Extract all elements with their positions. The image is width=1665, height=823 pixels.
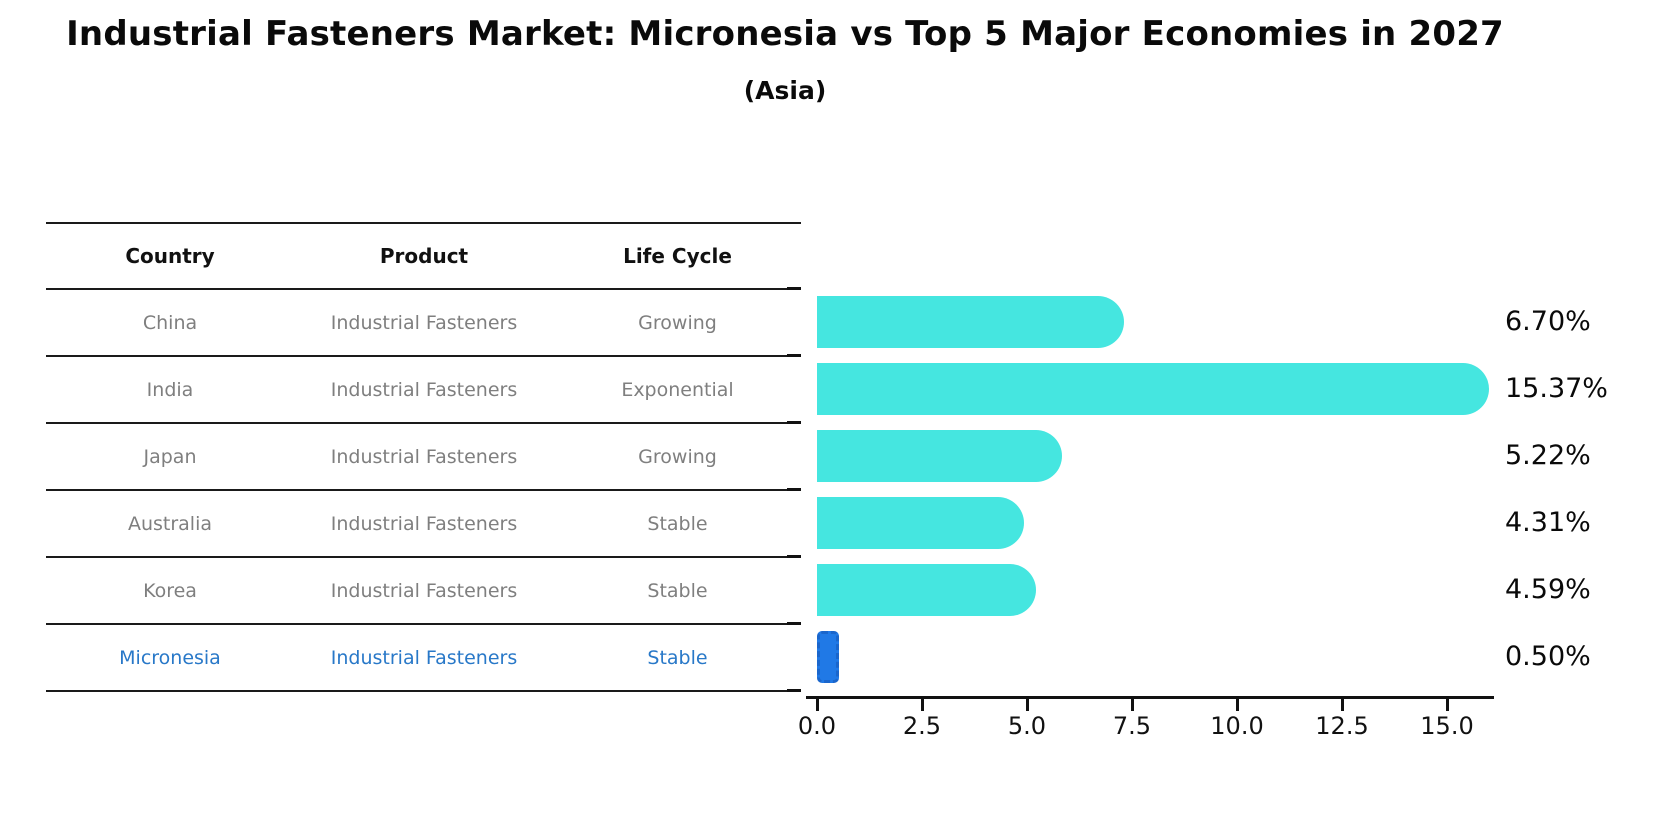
x-axis-line (806, 696, 1494, 699)
y-axis-tick (787, 287, 801, 290)
bar-india (817, 362, 1489, 415)
y-axis-tick (787, 622, 801, 625)
x-axis-tick (1131, 699, 1134, 711)
x-axis-tick-label: 10.0 (1210, 712, 1264, 740)
y-axis-tick (787, 421, 801, 424)
y-axis-tick (787, 354, 801, 357)
table-header-life-cycle: Life Cycle (623, 244, 732, 268)
x-axis-tick-label: 15.0 (1420, 712, 1474, 740)
table-cell-product: Industrial Fasteners (330, 512, 518, 535)
table-row: Korea Industrial Fasteners Stable (46, 556, 801, 623)
table-cell-product: Industrial Fasteners (330, 445, 518, 468)
y-axis-tick (787, 555, 801, 558)
table-cell-country: Korea (143, 579, 197, 602)
table-cell-country: China (142, 311, 198, 334)
bar-china (817, 295, 1124, 348)
table-header-product: Product (379, 244, 469, 268)
table-cell-life-cycle: Exponential (621, 378, 734, 401)
country-table: Country Product Life Cycle China Industri… (46, 222, 801, 692)
x-axis-tick-label: 0.0 (797, 712, 837, 740)
y-axis-tick (787, 689, 801, 692)
table-cell-life-cycle: Stable (647, 646, 708, 669)
table-cell-life-cycle: Stable (647, 512, 708, 535)
table-row: Australia Industrial Fasteners Stable (46, 489, 801, 556)
bar-korea (817, 563, 1036, 616)
table-cell-country: India (146, 378, 194, 401)
table-cell-life-cycle: Stable (647, 579, 708, 602)
bar-value-label: 15.37% (1505, 372, 1608, 404)
x-axis-tick (1236, 699, 1239, 711)
chart-title: Industrial Fasteners Market: Micronesia … (66, 14, 1504, 54)
table-header-country: Country (125, 244, 215, 268)
table-cell-country: Japan (143, 445, 197, 468)
table-cell-product: Industrial Fasteners (330, 378, 518, 401)
x-axis-tick (816, 699, 819, 711)
bar-australia (817, 496, 1024, 549)
table-cell-product: Industrial Fasteners (330, 579, 518, 602)
chart-subtitle: (Asia) (743, 76, 827, 105)
table-cell-product: Industrial Fasteners (330, 311, 518, 334)
table-row: Japan Industrial Fasteners Growing (46, 422, 801, 489)
x-axis-tick (1026, 699, 1029, 711)
table-row: India Industrial Fasteners Exponential (46, 355, 801, 422)
bar-value-label: 0.50% (1505, 640, 1591, 672)
x-axis-tick (1446, 699, 1449, 711)
bar-japan (817, 429, 1062, 482)
table-header-row: Country Product Life Cycle (46, 222, 801, 288)
table-cell-product: Industrial Fasteners (330, 646, 518, 669)
x-axis-tick-label: 7.5 (1112, 712, 1152, 740)
table-cell-country: Australia (127, 512, 213, 535)
table-cell-life-cycle: Growing (638, 311, 717, 334)
bar-highlight-micronesia (817, 630, 839, 683)
table-row: Micronesia Industrial Fasteners Stable (46, 623, 801, 690)
table-cell-country: Micronesia (119, 646, 221, 669)
bar-value-label: 4.31% (1505, 506, 1591, 538)
y-axis-tick (787, 488, 801, 491)
table-row: China Industrial Fasteners Growing (46, 288, 801, 355)
bar-value-label: 5.22% (1505, 439, 1591, 471)
bar-value-label: 6.70% (1505, 305, 1591, 337)
x-axis-tick (921, 699, 924, 711)
table-cell-life-cycle: Growing (638, 445, 717, 468)
x-axis-tick-label: 2.5 (902, 712, 942, 740)
bar-value-label: 4.59% (1505, 573, 1591, 605)
x-axis-tick-label: 12.5 (1315, 712, 1369, 740)
x-axis-tick (1341, 699, 1344, 711)
x-axis-tick-label: 5.0 (1007, 712, 1047, 740)
